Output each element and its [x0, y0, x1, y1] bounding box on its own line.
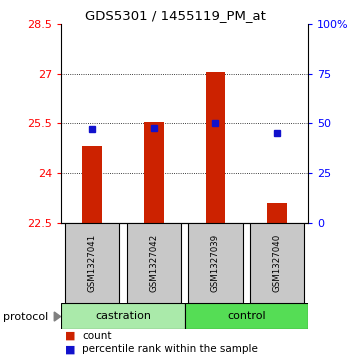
- Bar: [127, 223, 181, 303]
- Text: control: control: [227, 311, 266, 321]
- Text: ■: ■: [65, 344, 75, 354]
- Bar: [61, 303, 185, 329]
- Bar: [82, 146, 102, 223]
- Bar: [185, 303, 308, 329]
- Text: castration: castration: [95, 311, 151, 321]
- Text: protocol: protocol: [4, 311, 49, 322]
- Bar: [188, 223, 243, 303]
- Bar: [144, 122, 164, 223]
- Text: percentile rank within the sample: percentile rank within the sample: [82, 344, 258, 354]
- Text: count: count: [82, 331, 112, 341]
- Bar: [250, 223, 304, 303]
- Text: GSM1327040: GSM1327040: [273, 234, 282, 292]
- Bar: [65, 223, 119, 303]
- Bar: [267, 203, 287, 223]
- Text: GSM1327042: GSM1327042: [149, 234, 158, 292]
- Text: GSM1327039: GSM1327039: [211, 234, 220, 292]
- Text: GSM1327041: GSM1327041: [88, 234, 97, 292]
- Text: ■: ■: [65, 331, 75, 341]
- Text: GDS5301 / 1455119_PM_at: GDS5301 / 1455119_PM_at: [85, 9, 265, 22]
- Bar: [205, 72, 225, 223]
